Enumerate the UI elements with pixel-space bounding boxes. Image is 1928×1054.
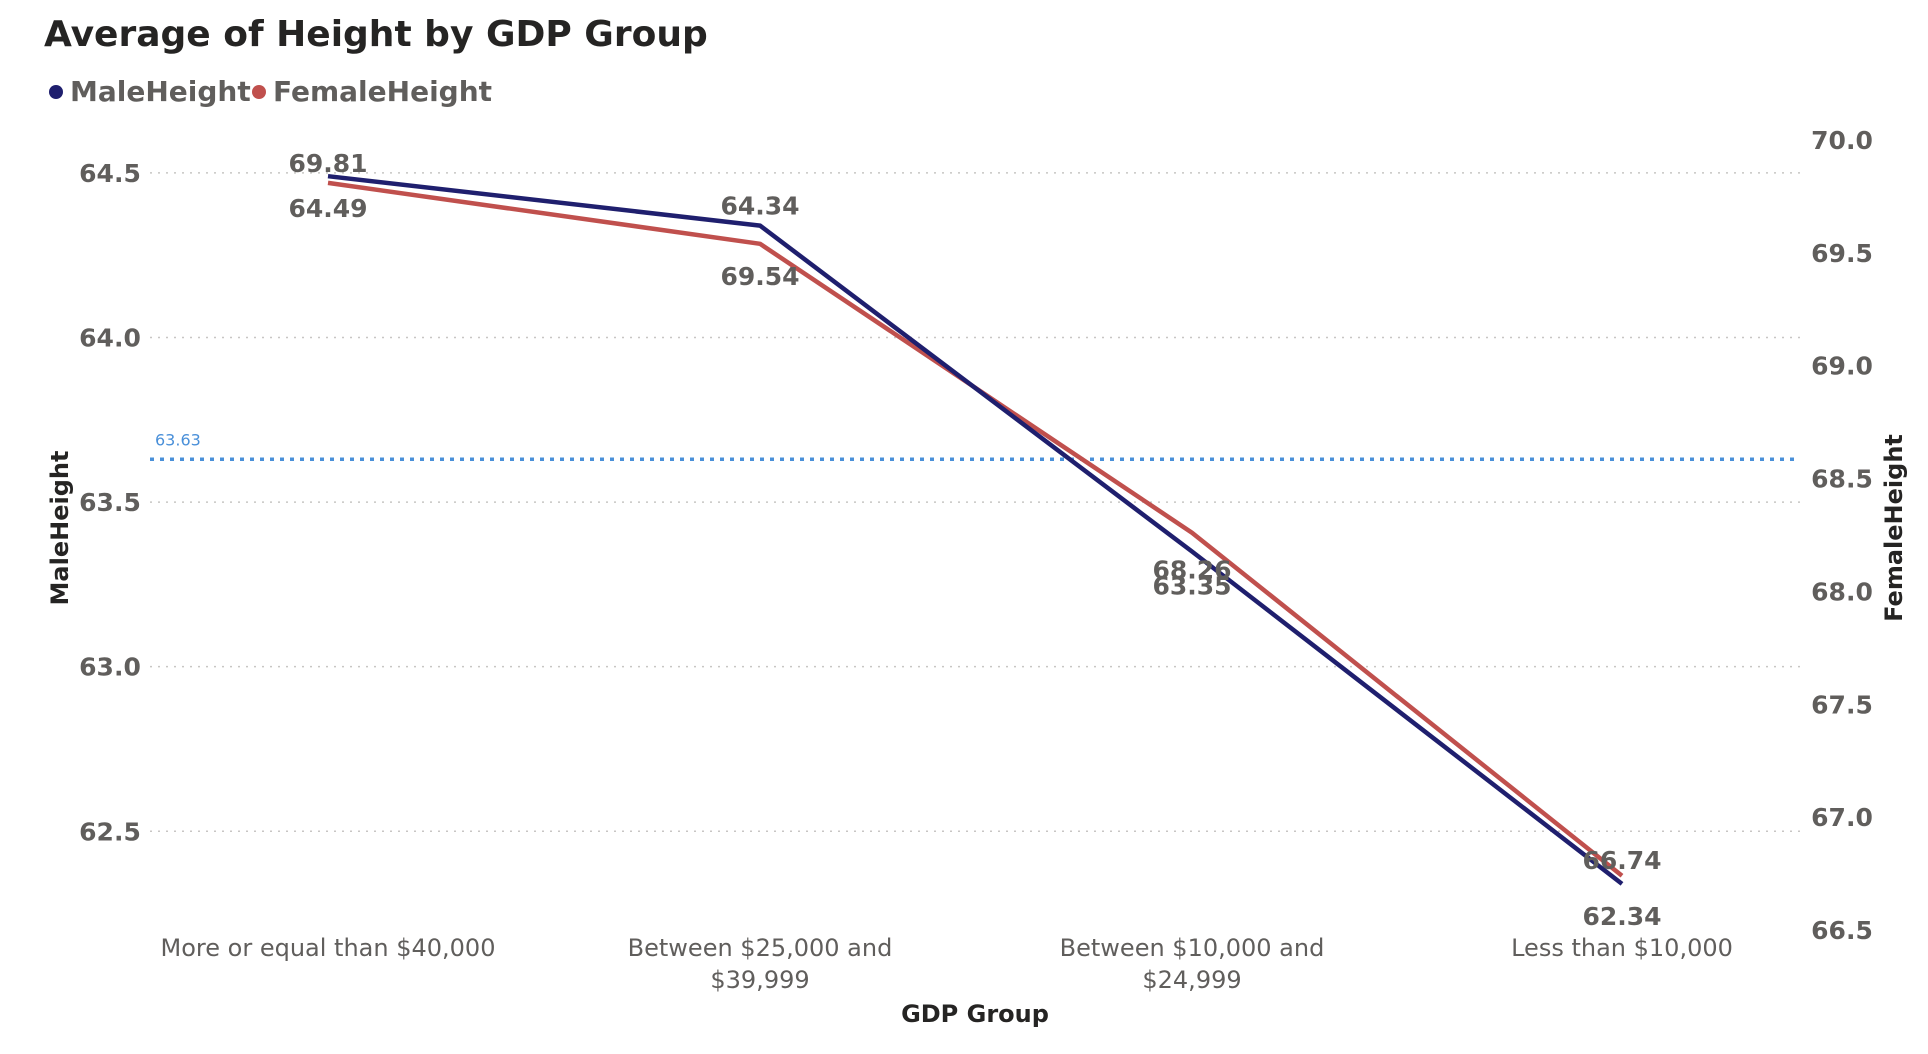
right-tick-label: 67.0 xyxy=(1811,803,1873,832)
right-axis-ticks: 66.5 67.0 67.5 68.0 68.5 69.0 69.5 70.0 xyxy=(1811,126,1873,945)
series-line-FemaleHeight xyxy=(327,180,1624,878)
data-label-FemaleHeight: 66.74 xyxy=(1582,846,1661,875)
data-label-FemaleHeight: 68.26 xyxy=(1152,556,1231,585)
right-tick-label: 68.0 xyxy=(1811,577,1873,606)
left-tick-label: 64.0 xyxy=(79,324,141,353)
y-axis-title-left: MaleHeight xyxy=(46,451,74,606)
left-tick-label: 62.5 xyxy=(79,817,141,846)
left-tick-label: 63.0 xyxy=(79,653,141,682)
legend-marker-female xyxy=(252,85,266,99)
left-tick-label: 63.5 xyxy=(79,488,141,517)
x-axis-categories: More or equal than $40,000 Between $25,00… xyxy=(161,934,1733,994)
data-label-MaleHeight: 62.34 xyxy=(1582,902,1661,931)
series-line-MaleHeight xyxy=(327,173,1624,886)
series-lines xyxy=(327,173,1624,886)
right-tick-label: 69.0 xyxy=(1811,352,1873,381)
x-tick-label: Between $25,000 and xyxy=(628,934,893,962)
reference-line-group: 63.63 xyxy=(150,430,1800,462)
left-tick-label: 64.5 xyxy=(79,159,141,188)
right-tick-label: 68.5 xyxy=(1811,465,1873,494)
legend-marker-male xyxy=(49,85,63,99)
legend-label-male: MaleHeight xyxy=(70,75,251,108)
right-tick-label: 70.0 xyxy=(1811,126,1873,155)
data-label-MaleHeight: 63.35 xyxy=(1152,572,1231,601)
data-label-FemaleHeight: 69.81 xyxy=(288,149,367,178)
legend-label-female: FemaleHeight xyxy=(273,75,492,108)
x-tick-label: More or equal than $40,000 xyxy=(161,934,496,962)
x-tick-label: Less than $10,000 xyxy=(1511,934,1733,962)
left-axis-ticks: 62.5 63.0 63.5 64.0 64.5 xyxy=(79,159,141,846)
data-label-MaleHeight: 64.49 xyxy=(288,194,367,223)
right-tick-label: 69.5 xyxy=(1811,239,1873,268)
x-tick-label: $24,999 xyxy=(1142,966,1241,994)
y-axis-title-right: FemaleHeight xyxy=(1880,434,1908,622)
x-axis-title: GDP Group xyxy=(901,1000,1049,1028)
right-tick-label: 66.5 xyxy=(1811,916,1873,945)
x-tick-label: Between $10,000 and xyxy=(1060,934,1325,962)
right-tick-label: 67.5 xyxy=(1811,690,1873,719)
x-tick-label: $39,999 xyxy=(710,966,809,994)
data-label-FemaleHeight: 69.54 xyxy=(720,262,799,291)
data-labels: 64.49 64.34 63.35 62.34 69.81 69.54 68.26 66.74 xyxy=(288,149,1661,931)
reference-line-label: 63.63 xyxy=(155,430,201,449)
data-label-MaleHeight: 64.34 xyxy=(720,192,799,221)
gridlines xyxy=(150,172,1800,832)
chart-title: Average of Height by GDP Group xyxy=(44,14,708,55)
legend: MaleHeight FemaleHeight xyxy=(49,75,492,108)
